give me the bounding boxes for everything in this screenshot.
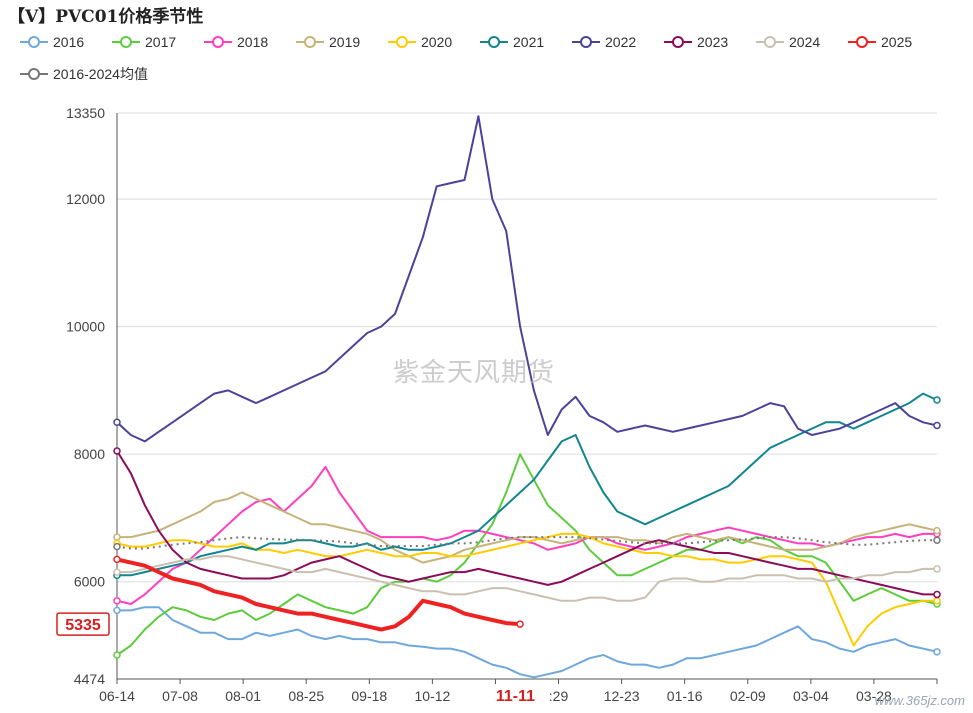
legend-item-2018[interactable]: 2018 (204, 34, 268, 50)
series-line-2018 (116, 465, 937, 605)
legend-item-2024[interactable]: 2024 (756, 34, 820, 50)
x-tick-label: 06-14 (99, 688, 135, 704)
series-point-2022 (933, 421, 941, 430)
legend-item-2025[interactable]: 2025 (848, 34, 912, 50)
x-tick-label: 03-28 (856, 688, 892, 704)
series-line-2025 (116, 557, 521, 632)
legend-label: 2024 (789, 34, 821, 50)
series-point-2025 (516, 620, 524, 628)
series-line-2020 (116, 532, 937, 647)
legend-item-2019[interactable]: 2019 (296, 34, 360, 50)
legend-marker-icon (388, 36, 416, 48)
watermark: 紫金天风期货 (393, 357, 556, 387)
x-tick-label: 12-23 (604, 688, 640, 704)
legend-label: 2022 (605, 34, 637, 50)
series-point-2018 (113, 597, 121, 605)
legend-marker-icon (204, 36, 232, 48)
x-tick-label: 08-25 (288, 688, 324, 704)
legend-item-2017[interactable]: 2017 (112, 34, 176, 50)
x-tick-label: 08-01 (225, 688, 261, 704)
legend-item-2016[interactable]: 2016 (20, 34, 84, 50)
legend-item-2016-2024均值[interactable]: 2016-2024均值 (20, 64, 148, 84)
y-tick-label: 12000 (66, 191, 105, 207)
series-point-2025 (113, 555, 121, 564)
legend-item-2020[interactable]: 2020 (388, 34, 452, 50)
chart-title: 【V】PVC01价格季节性 (8, 7, 204, 27)
legend-marker-icon (572, 36, 600, 48)
series-line-2024 (117, 555, 937, 602)
series-point-2016-2024均值 (113, 542, 121, 551)
legend-label: 2021 (513, 34, 545, 50)
legend-item-2021[interactable]: 2021 (480, 34, 544, 50)
series-point-2019 (933, 526, 941, 535)
corner-mark: www.365jz.com (874, 693, 965, 708)
legend-item-2022[interactable]: 2022 (572, 34, 636, 50)
series-point-2019 (113, 533, 121, 541)
legend-marker-icon (756, 36, 784, 48)
x-tick-label: 07-08 (162, 688, 198, 704)
legend-marker-icon (848, 36, 876, 48)
series-point-2022 (113, 418, 121, 427)
x-tick-label: 11-11 (496, 688, 535, 705)
legend-marker-icon (296, 36, 324, 48)
series-line-2023 (116, 450, 937, 596)
x-tick-label: 10-12 (414, 688, 450, 704)
legend-label: 2020 (421, 34, 453, 50)
legend-label: 2018 (237, 34, 269, 50)
legend-item-2023[interactable]: 2023 (664, 34, 728, 50)
y-tick-label: 10000 (66, 319, 105, 335)
y-tick-label: 4474 (74, 671, 105, 687)
y-tick-label: 6000 (74, 574, 105, 590)
series-line-2016-2024均值 (116, 536, 937, 550)
x-tick-label: 09-18 (351, 688, 387, 704)
series-point-2023 (113, 447, 121, 455)
series-point-2024 (113, 568, 121, 576)
legend-marker-icon (480, 36, 508, 48)
x-tick-label: :29 (549, 688, 569, 704)
y-tick-label: 8000 (74, 446, 105, 462)
series-point-2021 (933, 396, 941, 404)
series-point-2016-2024均值 (933, 536, 941, 544)
series-point-2024 (933, 565, 941, 573)
series-line-2016 (117, 606, 938, 679)
series-line-2019 (117, 491, 938, 564)
series-point-2020 (933, 597, 941, 605)
series-line-2021 (117, 392, 938, 577)
x-tick-label: 03-04 (793, 688, 829, 704)
series-line-2022 (116, 115, 938, 443)
legend-label: 2019 (329, 34, 361, 50)
series-point-2017 (113, 651, 121, 659)
x-tick-label: 01-16 (667, 688, 703, 704)
legend-marker-icon (112, 36, 140, 48)
legend-label: 2016 (53, 34, 85, 50)
current-value-label: 5335 (65, 617, 101, 634)
series-point-2016 (113, 606, 121, 615)
legend-label: 2023 (697, 34, 729, 50)
legend-label: 2016-2024均值 (53, 66, 148, 82)
legend-marker-icon (664, 36, 692, 48)
series-point-2023 (933, 590, 941, 599)
series-line-2017 (116, 453, 938, 656)
y-tick-label: 13350 (66, 105, 105, 121)
legend-marker-icon (20, 68, 48, 80)
legend-label: 2025 (881, 34, 913, 50)
x-tick-label: 02-09 (730, 688, 766, 704)
legend-label: 2017 (145, 34, 177, 50)
legend-marker-icon (20, 36, 48, 48)
series-point-2016 (933, 648, 941, 656)
current-value-box (56, 612, 110, 636)
